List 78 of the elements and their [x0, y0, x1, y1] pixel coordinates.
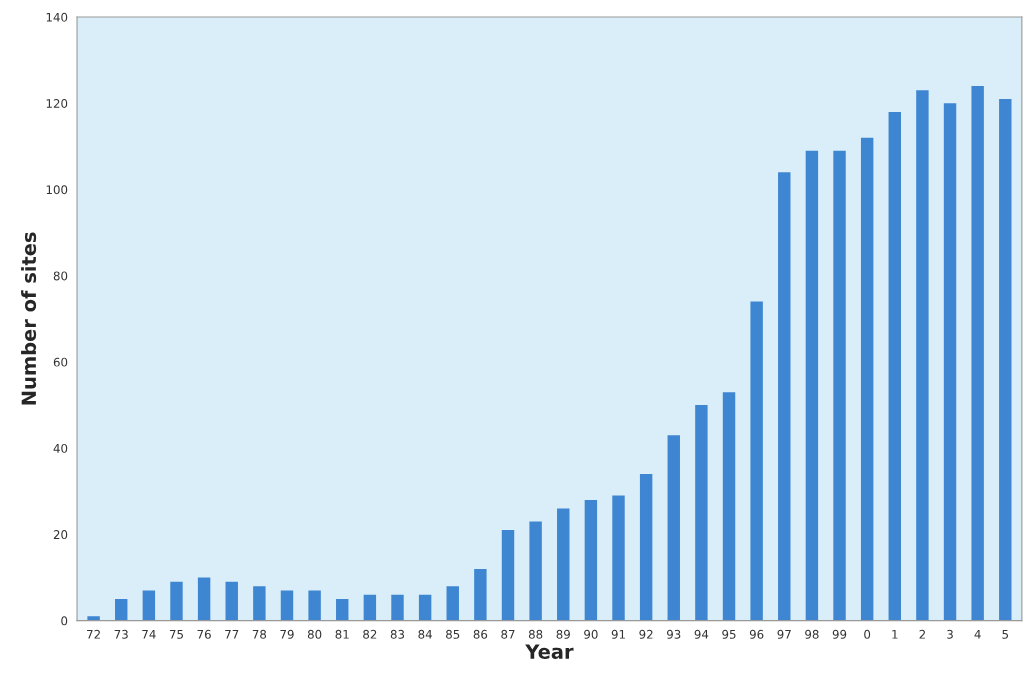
- x-tick-label: 79: [280, 629, 294, 639]
- x-tick-label: 73: [114, 629, 128, 639]
- x-axis-title: Year: [525, 644, 574, 659]
- x-tick-label: 81: [335, 629, 349, 639]
- bar: [115, 599, 128, 621]
- x-tick-label: 91: [611, 629, 625, 639]
- x-tick-label: 82: [363, 629, 377, 639]
- x-tick-label: 99: [832, 629, 847, 639]
- x-tick-label: 93: [667, 629, 681, 639]
- x-tick-label: 88: [528, 629, 543, 639]
- bar: [170, 581, 183, 621]
- x-tick-label: 98: [805, 629, 819, 639]
- x-tick-label: 85: [446, 629, 460, 639]
- bar: [474, 568, 487, 621]
- bar: [446, 586, 459, 621]
- x-tick-label: 3: [947, 629, 953, 639]
- y-tick-label: 20: [53, 530, 68, 540]
- x-tick-label: 80: [307, 629, 322, 639]
- x-tick-label: 90: [584, 629, 598, 639]
- bar: [916, 90, 929, 621]
- x-tick-label: 2: [919, 629, 925, 639]
- y-tick-label: 60: [53, 357, 68, 367]
- bar: [142, 590, 156, 621]
- x-tick-label: 4: [974, 630, 981, 639]
- bar: [833, 150, 846, 621]
- bar: [418, 594, 432, 621]
- bar: [888, 111, 901, 621]
- x-tick-label: 94: [694, 629, 709, 639]
- x-tick-label: 78: [252, 629, 267, 639]
- x-tick-label: 77: [225, 630, 239, 639]
- x-tick-label: 89: [556, 629, 570, 639]
- x-tick-label: 95: [722, 629, 736, 639]
- bar: [971, 86, 984, 621]
- bar: [391, 594, 404, 621]
- bar: [722, 392, 736, 621]
- x-tick-label: 87: [501, 629, 515, 639]
- x-tick-label: 75: [169, 630, 183, 639]
- x-tick-label: 92: [639, 629, 653, 639]
- bar: [860, 137, 874, 621]
- bar: [695, 405, 708, 621]
- bar: [667, 435, 680, 621]
- bar: [612, 495, 625, 621]
- x-tick-label: 5: [1002, 630, 1009, 639]
- bar: [363, 594, 377, 621]
- x-tick-label: 96: [749, 629, 764, 639]
- y-tick-label: 40: [53, 443, 68, 453]
- y-tick-label: 0: [61, 616, 68, 626]
- bar: [501, 530, 515, 621]
- bar: [280, 590, 294, 621]
- bar: [639, 474, 653, 621]
- bar: [584, 499, 598, 621]
- bar: [197, 577, 211, 621]
- bar: [87, 616, 100, 621]
- y-tick-label: 80: [53, 271, 68, 281]
- x-tick-label: 74: [142, 630, 156, 639]
- bar: [805, 150, 819, 621]
- x-tick-label: 0: [864, 629, 871, 639]
- bar: [253, 586, 266, 621]
- bar: [225, 581, 238, 621]
- x-tick-label: 84: [418, 629, 432, 639]
- y-axis-title: Number of sites: [21, 232, 37, 405]
- y-tick-label: 140: [46, 12, 68, 22]
- x-tick-label: 86: [473, 629, 488, 639]
- bar: [750, 301, 763, 621]
- bar: [999, 98, 1012, 621]
- y-tick-label: 100: [46, 185, 68, 195]
- bar: [308, 590, 321, 621]
- x-tick-label: 72: [87, 629, 100, 639]
- x-tick-label: 97: [777, 629, 791, 639]
- bar: [529, 521, 542, 621]
- x-tick-label: 83: [390, 629, 405, 639]
- y-tick-label: 120: [46, 99, 68, 108]
- x-tick-label: 1: [892, 630, 898, 639]
- bar: [943, 103, 957, 621]
- bar: [778, 172, 791, 621]
- bar: [557, 508, 570, 621]
- x-tick-label: 76: [197, 629, 211, 639]
- bar: [336, 599, 349, 621]
